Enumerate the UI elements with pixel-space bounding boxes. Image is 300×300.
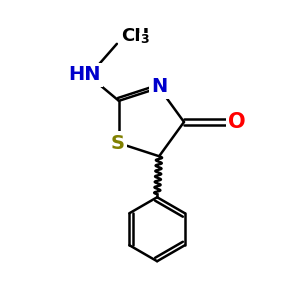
Text: S: S [111,134,125,153]
Text: 3: 3 [140,33,148,46]
Text: CH: CH [121,27,149,45]
Text: N: N [151,77,167,96]
Text: HN: HN [69,65,101,84]
Text: O: O [228,112,246,132]
